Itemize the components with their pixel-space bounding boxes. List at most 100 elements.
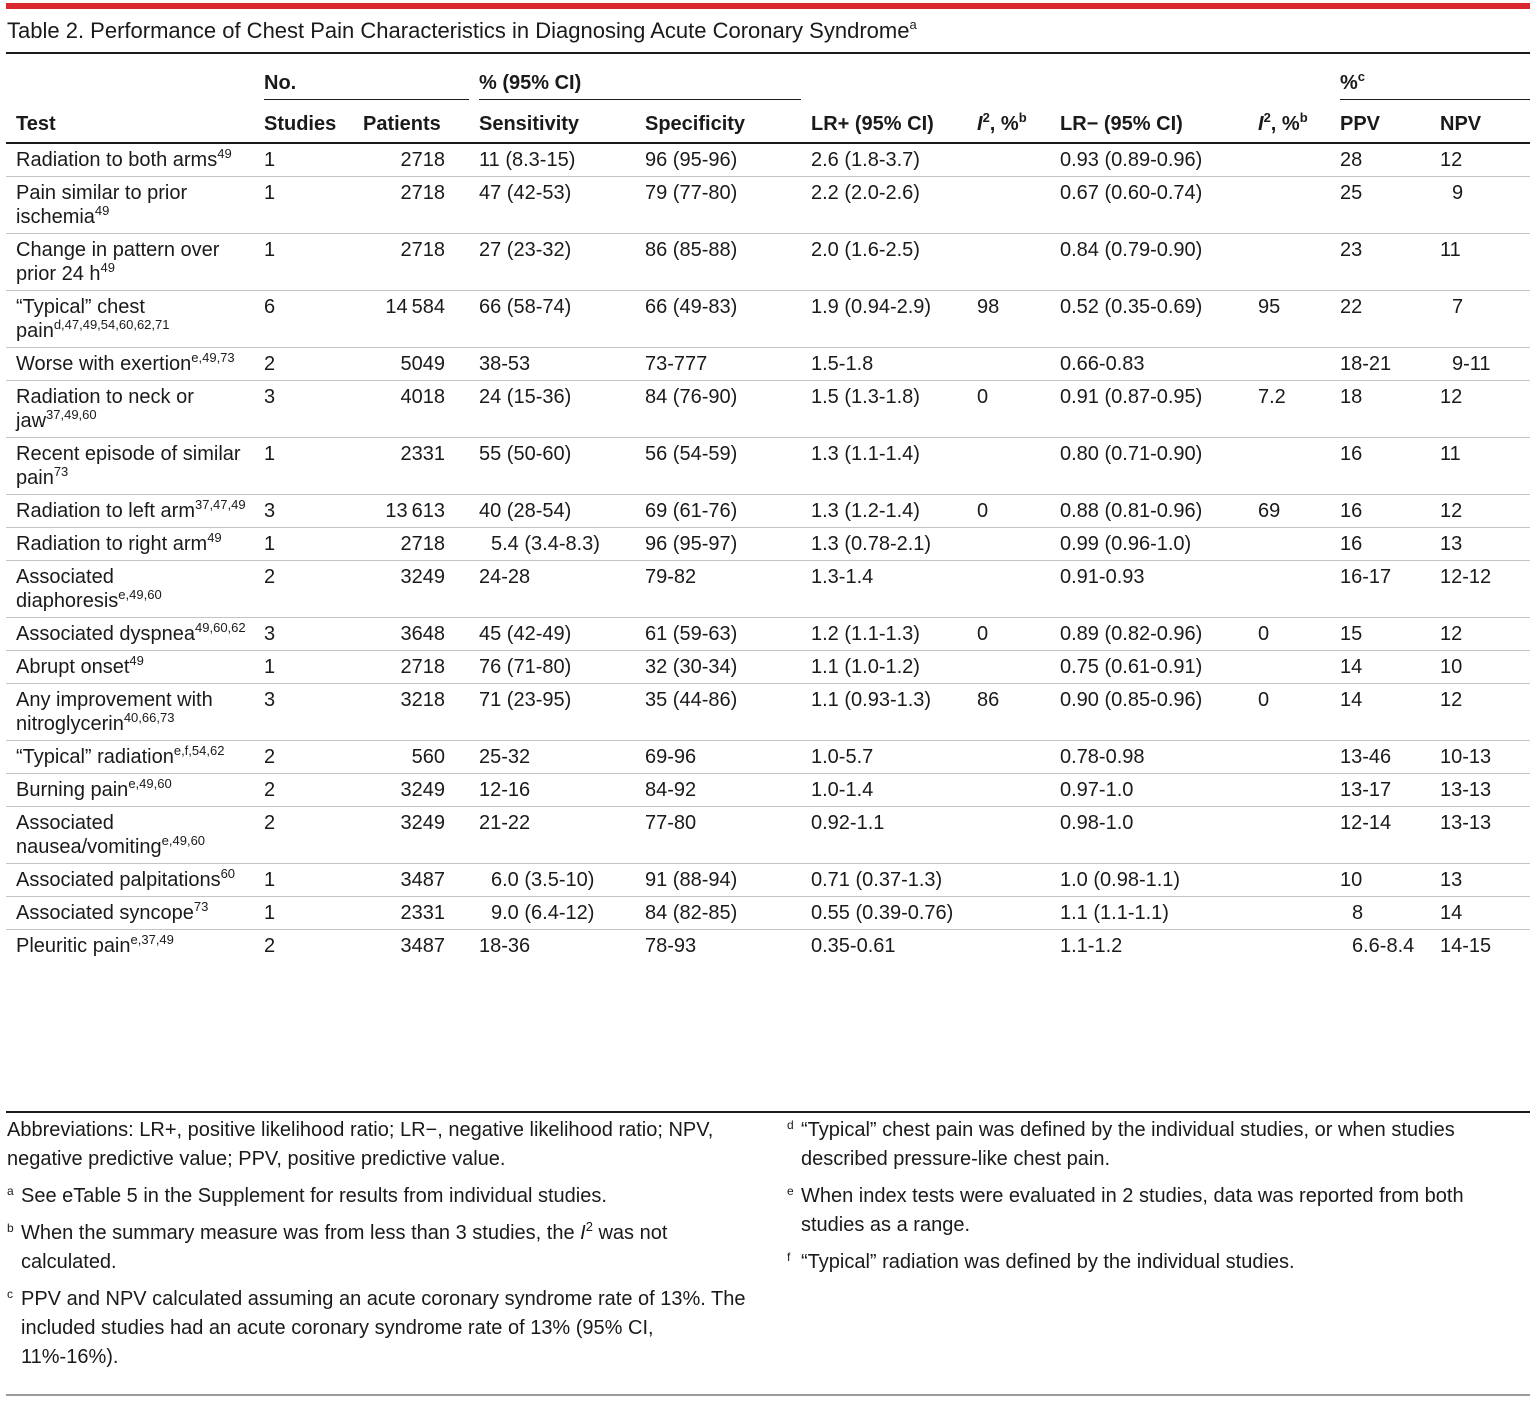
cell-patients: 3249 xyxy=(353,806,469,864)
table-body: Radiation to both arms49 1 2718 11 (8.3-15)… xyxy=(6,143,1530,962)
cell-i2-positive: 86 xyxy=(967,683,1050,741)
cell-i2-negative xyxy=(1248,527,1330,561)
cell-test: Associated dyspnea49,60,62 xyxy=(6,617,254,651)
cell-lr-negative: 0.97-1.0 xyxy=(1050,773,1248,807)
cell-ppv: 13-17 xyxy=(1330,773,1430,807)
cell-studies: 2 xyxy=(254,347,353,381)
cell-sensitivity: 45 (42-49) xyxy=(469,617,635,651)
cell-i2-positive xyxy=(967,347,1050,381)
cell-sensitivity: 47 (42-53) xyxy=(469,176,635,234)
cell-i2-negative xyxy=(1248,740,1330,774)
cell-specificity: 77-80 xyxy=(635,806,801,864)
cell-npv: 14 xyxy=(1430,896,1530,930)
cell-ppv: 16 xyxy=(1330,527,1430,561)
cell-test: Pleuritic paine,37,49 xyxy=(16,932,174,957)
cell-i2-negative xyxy=(1248,143,1330,177)
cell-npv: 12 xyxy=(1430,617,1530,651)
cell-lr-positive: 1.3 (0.78-2.1) xyxy=(801,527,967,561)
cell-sensitivity: 6.0 (3.5-10) xyxy=(469,863,635,897)
cell-specificity: 84 (82-85) xyxy=(635,896,801,930)
cell-sensitivity: 21-22 xyxy=(469,806,635,864)
cell-lr-negative: 0.84 (0.79-0.90) xyxy=(1050,233,1248,291)
cell-i2-positive xyxy=(967,773,1050,807)
cell-patients: 3487 xyxy=(353,863,469,897)
footnote-e: e When index tests were evaluated in 2 st… xyxy=(787,1184,1464,1236)
cell-lr-positive: 0.35-0.61 xyxy=(811,935,896,957)
cell-sensitivity: 24 (15-36) xyxy=(469,380,635,438)
cell-lr-negative: 0.52 (0.35-0.69) xyxy=(1050,290,1248,348)
cell-specificity: 69-96 xyxy=(635,740,801,774)
col-sensitivity: Sensitivity xyxy=(469,104,635,144)
cell-i2-negative xyxy=(1248,896,1330,930)
col-i2-positive: I2, %b xyxy=(967,104,1050,144)
cell-lr-negative: 1.1-1.2 xyxy=(1060,935,1123,957)
group-header-ci: % (95% CI) xyxy=(469,56,801,104)
table-row: Radiation to left arm37,47,49 3 13 613 40 (… xyxy=(6,494,1530,528)
cell-i2-positive xyxy=(967,896,1050,930)
cell-i2-positive xyxy=(967,527,1050,561)
cell-test: Abrupt onset49 xyxy=(6,650,254,684)
cell-i2-positive xyxy=(967,930,1050,963)
cell-studies: 2 xyxy=(254,773,353,807)
table-row: Worse with exertione,49,73 2 5049 38-53 73-7… xyxy=(6,347,1530,381)
cell-studies: 1 xyxy=(254,233,353,291)
cell-specificity: 86 (85-88) xyxy=(635,233,801,291)
cell-i2-positive: 0 xyxy=(967,617,1050,651)
table-row: Radiation to both arms49 1 2718 11 (8.3-15)… xyxy=(6,143,1530,177)
cell-lr-negative: 0.88 (0.81-0.96) xyxy=(1050,494,1248,528)
cell-ppv: 10 xyxy=(1330,863,1430,897)
cell-studies: 1 xyxy=(254,176,353,234)
cell-patients: 3218 xyxy=(353,683,469,741)
cell-test: Radiation to right arm49 xyxy=(6,527,254,561)
cell-npv: 12 xyxy=(1430,683,1530,741)
cell-npv: 11 xyxy=(1430,437,1530,495)
cell-studies: 6 xyxy=(254,290,353,348)
table-row: Recent episode of similar pain73 1 2331 55 … xyxy=(6,437,1530,495)
table-row: Radiation to neck or jaw37,49,60 3 4018 24 … xyxy=(6,380,1530,438)
cell-ppv: 14 xyxy=(1330,650,1430,684)
cell-patients: 2718 xyxy=(353,143,469,177)
cell-test: Burning paine,49,60 xyxy=(6,773,254,807)
cell-test: “Typical” radiatione,f,54,62 xyxy=(6,740,254,774)
cell-ppv: 16 xyxy=(1330,437,1430,495)
col-studies: Studies xyxy=(254,104,353,144)
cell-i2-negative: 0 xyxy=(1248,617,1330,651)
group-header-no: No. xyxy=(254,56,469,104)
cell-sensitivity: 5.4 (3.4-8.3) xyxy=(469,527,635,561)
cell-i2-negative: 69 xyxy=(1248,494,1330,528)
cell-sensitivity: 11 (8.3-15) xyxy=(469,143,635,177)
cell-patients: 2331 xyxy=(353,437,469,495)
table-row: Associated dyspnea49,60,62 3 3648 45 (42-49… xyxy=(6,617,1530,651)
cell-i2-negative xyxy=(1248,650,1330,684)
cell-studies: 1 xyxy=(254,143,353,177)
footnote-f: f “Typical” radiation was defined by the … xyxy=(787,1250,1295,1273)
cell-test: Radiation to both arms49 xyxy=(6,143,254,177)
cell-specificity: 35 (44-86) xyxy=(635,683,801,741)
cell-test: Recent episode of similar pain73 xyxy=(6,437,254,495)
cell-specificity: 96 (95-96) xyxy=(635,143,801,177)
cell-sensitivity: 76 (71-80) xyxy=(469,650,635,684)
cell-specificity: 32 (30-34) xyxy=(635,650,801,684)
cell-studies: 3 xyxy=(254,683,353,741)
cell-lr-positive: 1.3 (1.1-1.4) xyxy=(801,437,967,495)
col-ppv: PPV xyxy=(1330,104,1430,144)
cell-npv: 11 xyxy=(1430,233,1530,291)
cell-i2-positive xyxy=(967,560,1050,618)
cell-specificity: 56 (54-59) xyxy=(635,437,801,495)
cell-lr-positive: 0.92-1.1 xyxy=(801,806,967,864)
cell-lr-negative: 0.98-1.0 xyxy=(1050,806,1248,864)
table-row: Burning paine,49,60 2 3249 12-16 84-92 1.0-1.… xyxy=(6,773,1530,807)
cell-ppv: 18-21 xyxy=(1330,347,1430,381)
cell-npv: 14-15 xyxy=(1440,935,1492,957)
cell-lr-negative: 0.66-0.83 xyxy=(1050,347,1248,381)
cell-specificity: 69 (61-76) xyxy=(635,494,801,528)
cell-i2-positive xyxy=(967,806,1050,864)
footnote-b: b When the summary measure was from less … xyxy=(7,1219,668,1273)
cell-specificity: 84 (76-90) xyxy=(635,380,801,438)
cell-ppv: 16-17 xyxy=(1330,560,1430,618)
cell-sensitivity: 66 (58-74) xyxy=(469,290,635,348)
cell-i2-positive xyxy=(967,176,1050,234)
cell-patients: 4018 xyxy=(353,380,469,438)
cell-i2-negative: 0 xyxy=(1248,683,1330,741)
table-row: Pleuritic paine,37,49 2 3487 18-36 78-93 0.35… xyxy=(6,930,1530,963)
